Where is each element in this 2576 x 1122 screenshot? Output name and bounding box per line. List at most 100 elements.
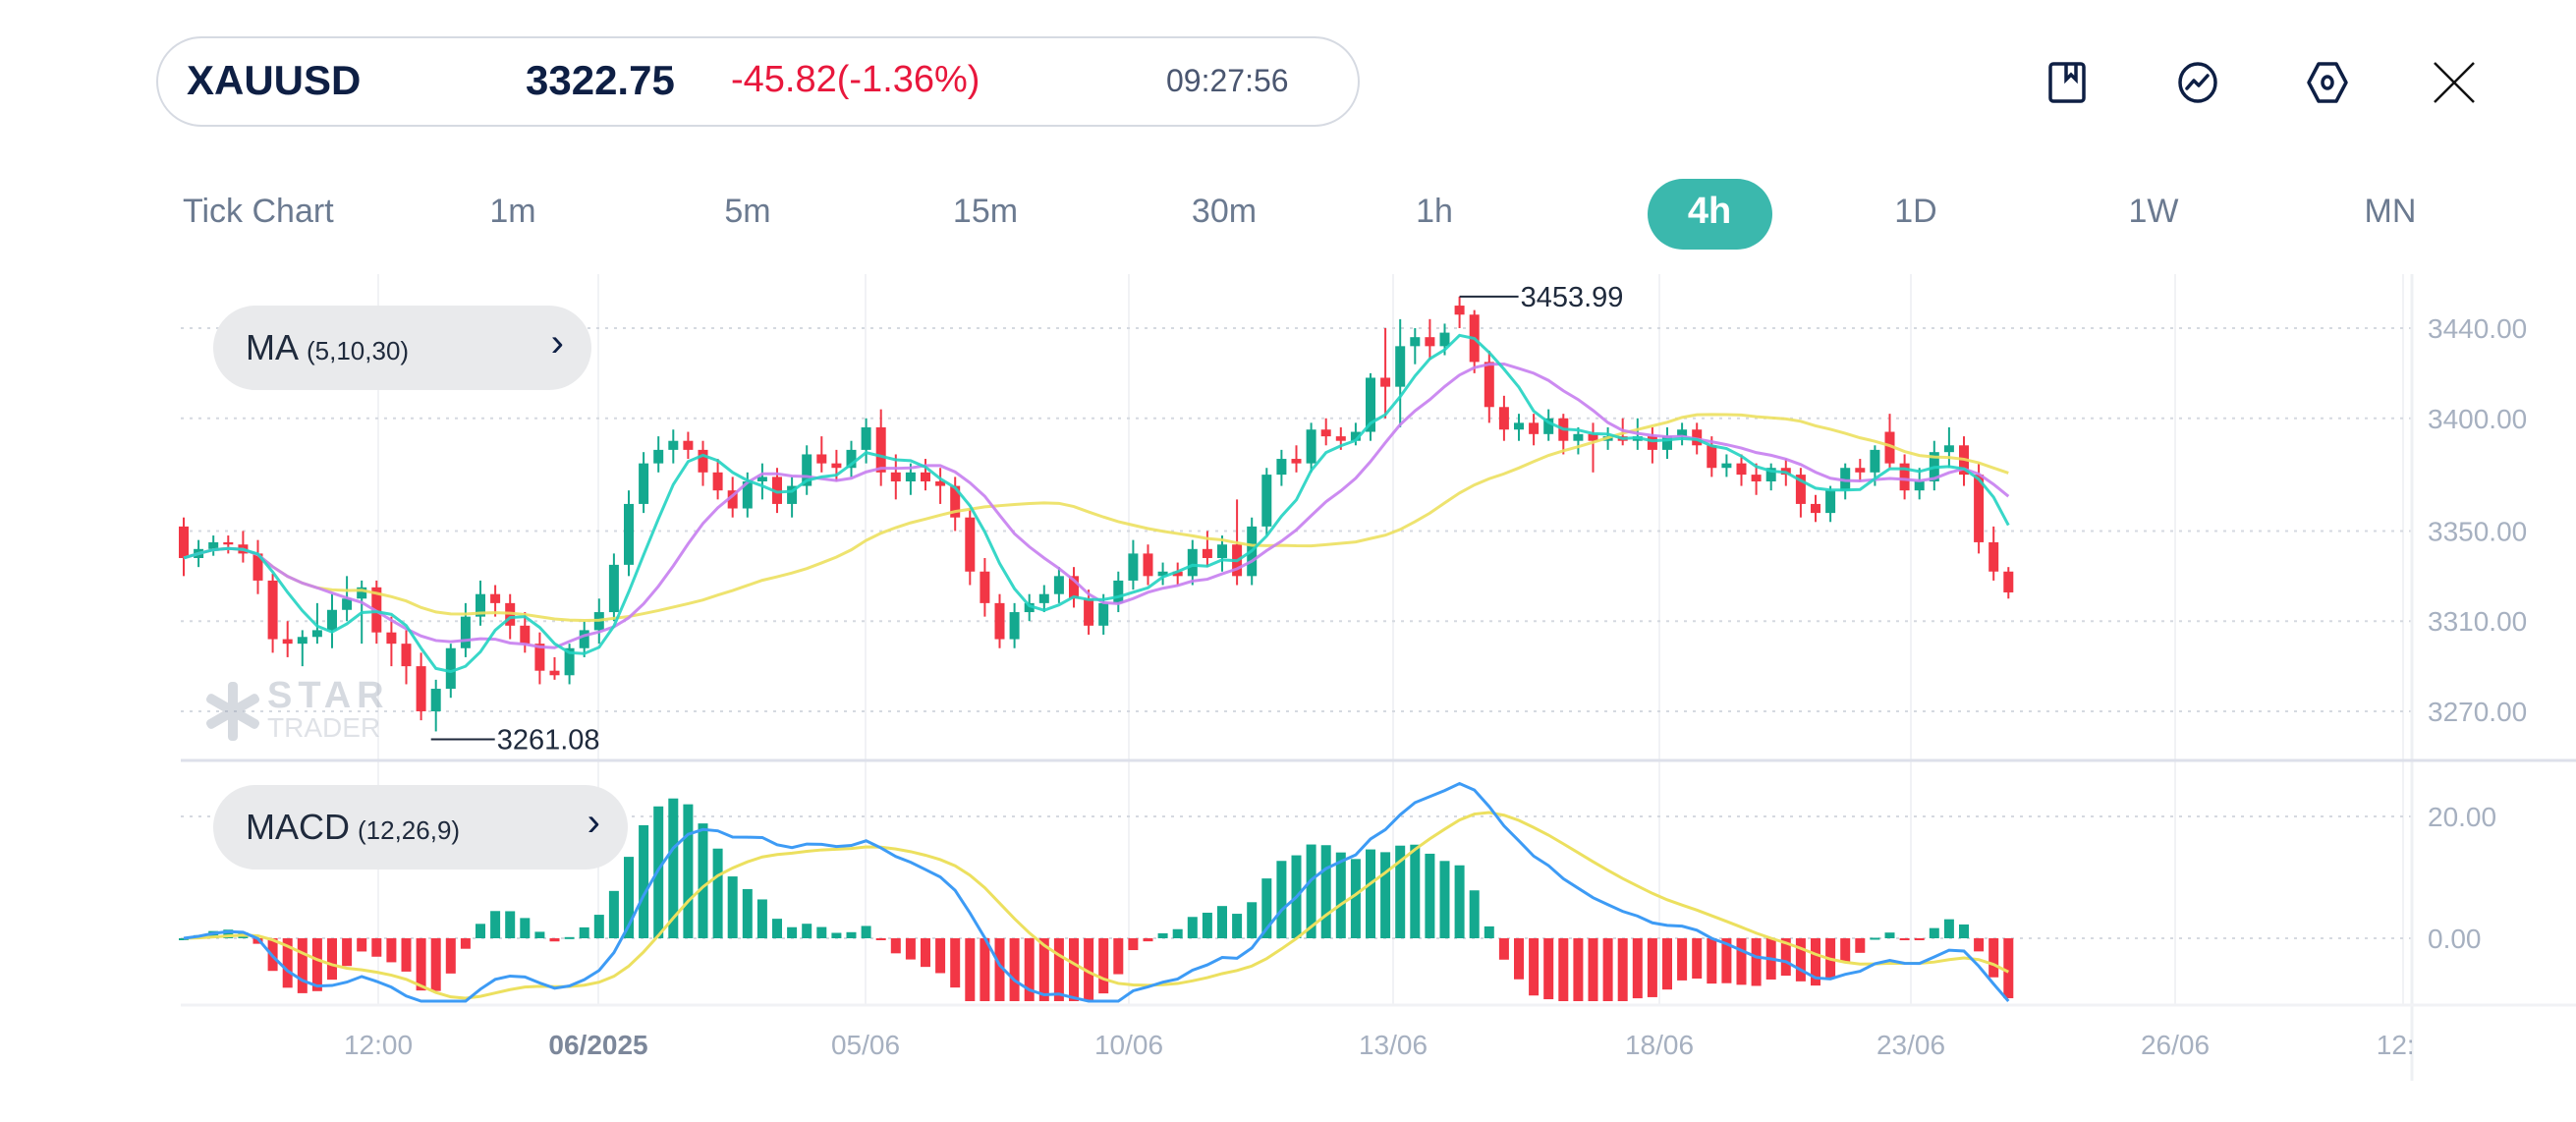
candle-body — [816, 454, 827, 464]
candle-body — [683, 440, 694, 450]
candle-body — [1736, 463, 1747, 476]
candle-body — [1529, 422, 1540, 434]
candle-body — [905, 472, 916, 481]
macd-histogram-bar — [549, 938, 560, 942]
candle-body — [490, 593, 501, 603]
candle-body — [1914, 480, 1925, 491]
timeframe-1w[interactable]: 1W — [2128, 193, 2179, 230]
macd-signal-line — [183, 811, 2009, 1000]
time-tick-label: 26/06 — [2141, 1030, 2210, 1060]
candle-body — [179, 526, 189, 558]
high-price-label: 3453.99 — [1521, 282, 1624, 313]
macd-histogram-bar — [1469, 890, 1480, 938]
macd-histogram-bar — [1038, 938, 1049, 1001]
time-tick-label: 13/06 — [1359, 1030, 1428, 1060]
macd-histogram-bar — [1425, 853, 1435, 938]
candle-body — [1870, 449, 1880, 473]
macd-histogram-bar — [1157, 932, 1168, 938]
candle-body — [756, 477, 767, 481]
candle-body — [1439, 332, 1450, 347]
macd-histogram-bar — [1380, 852, 1391, 938]
macd-histogram-bar — [1454, 865, 1465, 938]
candle-body — [994, 602, 1005, 640]
candle-body — [297, 637, 308, 645]
candle-body — [1765, 468, 1776, 481]
candle-body — [802, 454, 812, 486]
macd-histogram-bar — [1143, 938, 1153, 942]
macd-histogram-bar — [831, 932, 842, 938]
macd-histogram-bar — [1306, 844, 1316, 938]
ma-indicator-button[interactable]: MA (5,10,30) › — [213, 306, 591, 390]
macd-histogram-bar — [311, 938, 322, 991]
candle-body — [1143, 553, 1153, 577]
candle-body — [1291, 459, 1302, 464]
bookmark-icon[interactable] — [2046, 61, 2090, 104]
candle-body — [950, 485, 961, 518]
low-price-label: 3261.08 — [497, 724, 600, 756]
timeframe-1m[interactable]: 1m — [489, 193, 536, 230]
candle-body — [1024, 602, 1035, 613]
macd-histogram-bar — [1543, 938, 1554, 1000]
candle-body — [831, 463, 842, 469]
timeframe-1h[interactable]: 1h — [1416, 193, 1453, 230]
macd-histogram-bar — [1514, 938, 1524, 980]
macd-histogram-bar — [1098, 938, 1109, 994]
macd-histogram-bar — [1795, 938, 1806, 982]
macd-histogram-bar — [1632, 938, 1643, 999]
macd-histogram-bar — [1707, 938, 1717, 984]
time-tick-label: 05/06 — [831, 1030, 900, 1060]
macd-histogram-bar — [1484, 926, 1494, 938]
macd-histogram-bar — [1202, 912, 1212, 938]
candle-body — [1069, 576, 1079, 599]
macd-histogram-bar — [727, 876, 738, 938]
candle-body — [742, 480, 753, 509]
timeframe-tick-chart[interactable]: Tick Chart — [183, 193, 334, 230]
macd-histogram-bar — [756, 899, 767, 938]
trend-chart-icon[interactable] — [2176, 61, 2219, 104]
candle-body — [1825, 490, 1836, 514]
timeframe-5m[interactable]: 5m — [724, 193, 771, 230]
macd-histogram-bar — [1780, 938, 1791, 977]
timeframe-30m[interactable]: 30m — [1191, 193, 1258, 230]
candle-body — [1543, 418, 1554, 434]
macd-histogram-bar — [816, 926, 827, 938]
macd-histogram-bar — [712, 848, 723, 938]
macd-histogram-bar — [1884, 932, 1895, 938]
candle-body — [1084, 598, 1094, 626]
candle-body — [1366, 377, 1375, 432]
candle-body — [1484, 362, 1494, 408]
macd-histogram-bar — [890, 938, 901, 954]
macd-histogram-bar — [1084, 938, 1094, 1001]
candle-body — [476, 593, 485, 617]
timeframe-4h[interactable]: 4h — [1687, 191, 1732, 232]
settings-hex-icon[interactable] — [2306, 61, 2349, 104]
candle-body — [875, 426, 886, 473]
macd-histogram-bar — [1943, 919, 1954, 938]
grid-lines — [181, 274, 2412, 1005]
timeframe-mn[interactable]: MN — [2364, 193, 2417, 230]
macd-histogram-bar — [1617, 938, 1628, 1001]
candle-body — [1098, 602, 1109, 626]
macd-histogram-bar — [297, 938, 308, 993]
candle-body — [890, 472, 901, 481]
time-tick-label: 12:0 — [2377, 1030, 2431, 1060]
candle-body — [1988, 541, 1999, 572]
macd-indicator-button[interactable]: MACD (12,26,9) › — [213, 785, 628, 870]
macd-histogram-bar — [1498, 938, 1509, 960]
timeframe-15m[interactable]: 15m — [952, 193, 1019, 230]
ma30-line — [183, 413, 2009, 622]
macd-histogram-bar — [1988, 938, 1999, 978]
timeframe-1d[interactable]: 1D — [1894, 193, 1937, 230]
macd-histogram-bar — [935, 938, 946, 974]
macd-histogram-bar — [1899, 938, 1910, 940]
macd-histogram-bar — [965, 938, 976, 1001]
ma5-line — [183, 333, 2010, 674]
macd-histogram-bar — [1692, 938, 1703, 980]
macd-histogram-bar — [846, 931, 857, 938]
close-icon[interactable] — [2433, 61, 2476, 104]
macd-histogram-bar — [445, 938, 456, 974]
watermark-star: STAR — [267, 675, 390, 716]
macd-histogram-bar — [1335, 852, 1346, 938]
macd-histogram-bar — [1439, 861, 1450, 938]
